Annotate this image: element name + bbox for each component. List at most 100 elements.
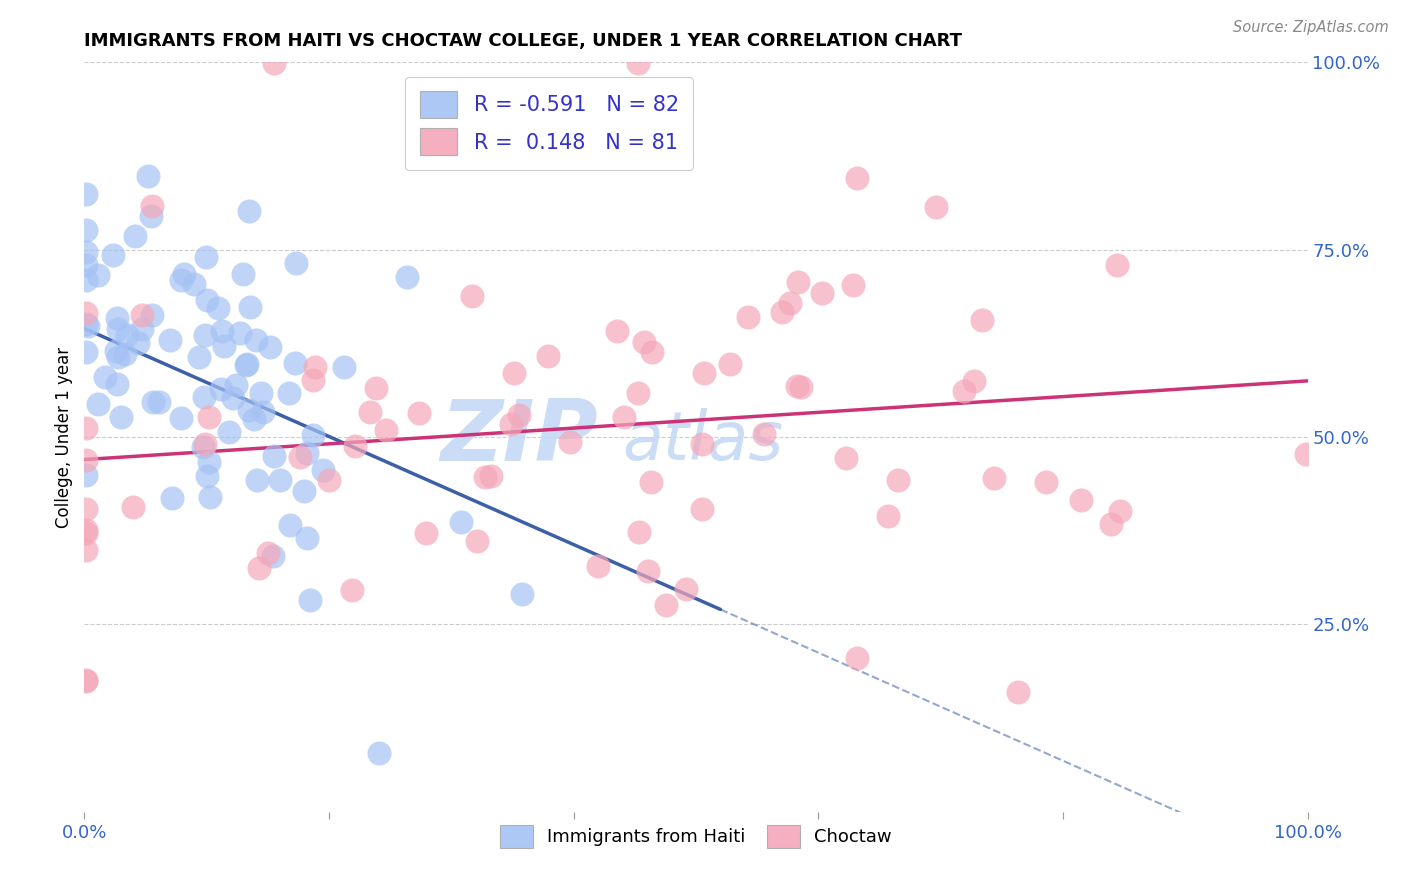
- Point: [159, 333, 181, 347]
- Point: [211, 324, 233, 338]
- Point: [191, 440, 214, 454]
- Point: [1105, 258, 1128, 272]
- Point: [790, 380, 813, 394]
- Point: [107, 321, 129, 335]
- Point: [737, 310, 759, 324]
- Point: [127, 336, 149, 351]
- Point: [474, 469, 496, 483]
- Point: [877, 508, 900, 523]
- Point: [269, 473, 291, 487]
- Point: [770, 305, 793, 319]
- Point: [983, 471, 1005, 485]
- Point: [110, 409, 132, 424]
- Point: [1035, 475, 1057, 489]
- Point: [537, 349, 560, 363]
- Point: [415, 525, 437, 540]
- Point: [141, 308, 163, 322]
- Point: [675, 582, 697, 596]
- Point: [412, 118, 434, 132]
- Point: [141, 199, 163, 213]
- Point: [256, 546, 278, 560]
- Point: [238, 203, 260, 218]
- Point: [1109, 504, 1132, 518]
- Point: [754, 426, 776, 441]
- Point: [368, 746, 391, 760]
- Point: [124, 229, 146, 244]
- Point: [963, 374, 986, 388]
- Point: [75, 673, 97, 687]
- Point: [195, 251, 218, 265]
- Point: [114, 347, 136, 361]
- Point: [1007, 685, 1029, 699]
- Point: [105, 376, 128, 391]
- Point: [231, 267, 253, 281]
- Point: [655, 598, 678, 612]
- Point: [408, 406, 430, 420]
- Point: [925, 200, 948, 214]
- Point: [194, 328, 217, 343]
- Point: [1099, 516, 1122, 531]
- Point: [835, 450, 858, 465]
- Point: [627, 56, 650, 70]
- Point: [395, 269, 418, 284]
- Point: [212, 339, 235, 353]
- Point: [183, 277, 205, 292]
- Point: [332, 360, 354, 375]
- Point: [1070, 493, 1092, 508]
- Point: [236, 357, 259, 371]
- Point: [94, 370, 117, 384]
- Point: [247, 561, 270, 575]
- Point: [131, 322, 153, 336]
- Point: [252, 404, 274, 418]
- Point: [586, 558, 609, 573]
- Point: [301, 428, 323, 442]
- Point: [75, 421, 97, 435]
- Text: IMMIGRANTS FROM HAITI VS CHOCTAW COLLEGE, UNDER 1 YEAR CORRELATION CHART: IMMIGRANTS FROM HAITI VS CHOCTAW COLLEGE…: [84, 32, 962, 50]
- Point: [250, 385, 273, 400]
- Text: Source: ZipAtlas.com: Source: ZipAtlas.com: [1233, 20, 1389, 35]
- Point: [637, 564, 659, 578]
- Point: [278, 517, 301, 532]
- Point: [465, 534, 488, 549]
- Point: [104, 343, 127, 358]
- Point: [292, 483, 315, 498]
- Point: [364, 381, 387, 395]
- Point: [75, 306, 97, 320]
- Point: [75, 502, 97, 516]
- Y-axis label: College, Under 1 year: College, Under 1 year: [55, 346, 73, 528]
- Point: [75, 674, 97, 689]
- Point: [972, 313, 994, 327]
- Point: [640, 475, 662, 490]
- Point: [288, 450, 311, 465]
- Point: [218, 425, 240, 440]
- Point: [198, 410, 221, 425]
- Point: [101, 248, 124, 262]
- Point: [503, 366, 526, 380]
- Point: [461, 288, 484, 302]
- Point: [501, 417, 523, 432]
- Point: [245, 333, 267, 347]
- Point: [318, 473, 340, 487]
- Point: [142, 395, 165, 409]
- Point: [246, 473, 269, 487]
- Point: [194, 436, 217, 450]
- Point: [207, 301, 229, 316]
- Point: [304, 359, 326, 374]
- Point: [225, 378, 247, 392]
- Point: [297, 532, 319, 546]
- Point: [75, 523, 97, 537]
- Point: [641, 345, 664, 359]
- Point: [693, 366, 716, 380]
- Point: [299, 592, 322, 607]
- Point: [75, 543, 97, 558]
- Point: [122, 500, 145, 515]
- Point: [75, 258, 97, 272]
- Point: [173, 267, 195, 281]
- Point: [263, 56, 285, 70]
- Point: [359, 405, 381, 419]
- Point: [810, 286, 832, 301]
- Point: [842, 278, 865, 293]
- Point: [170, 273, 193, 287]
- Point: [718, 357, 741, 371]
- Point: [690, 502, 713, 516]
